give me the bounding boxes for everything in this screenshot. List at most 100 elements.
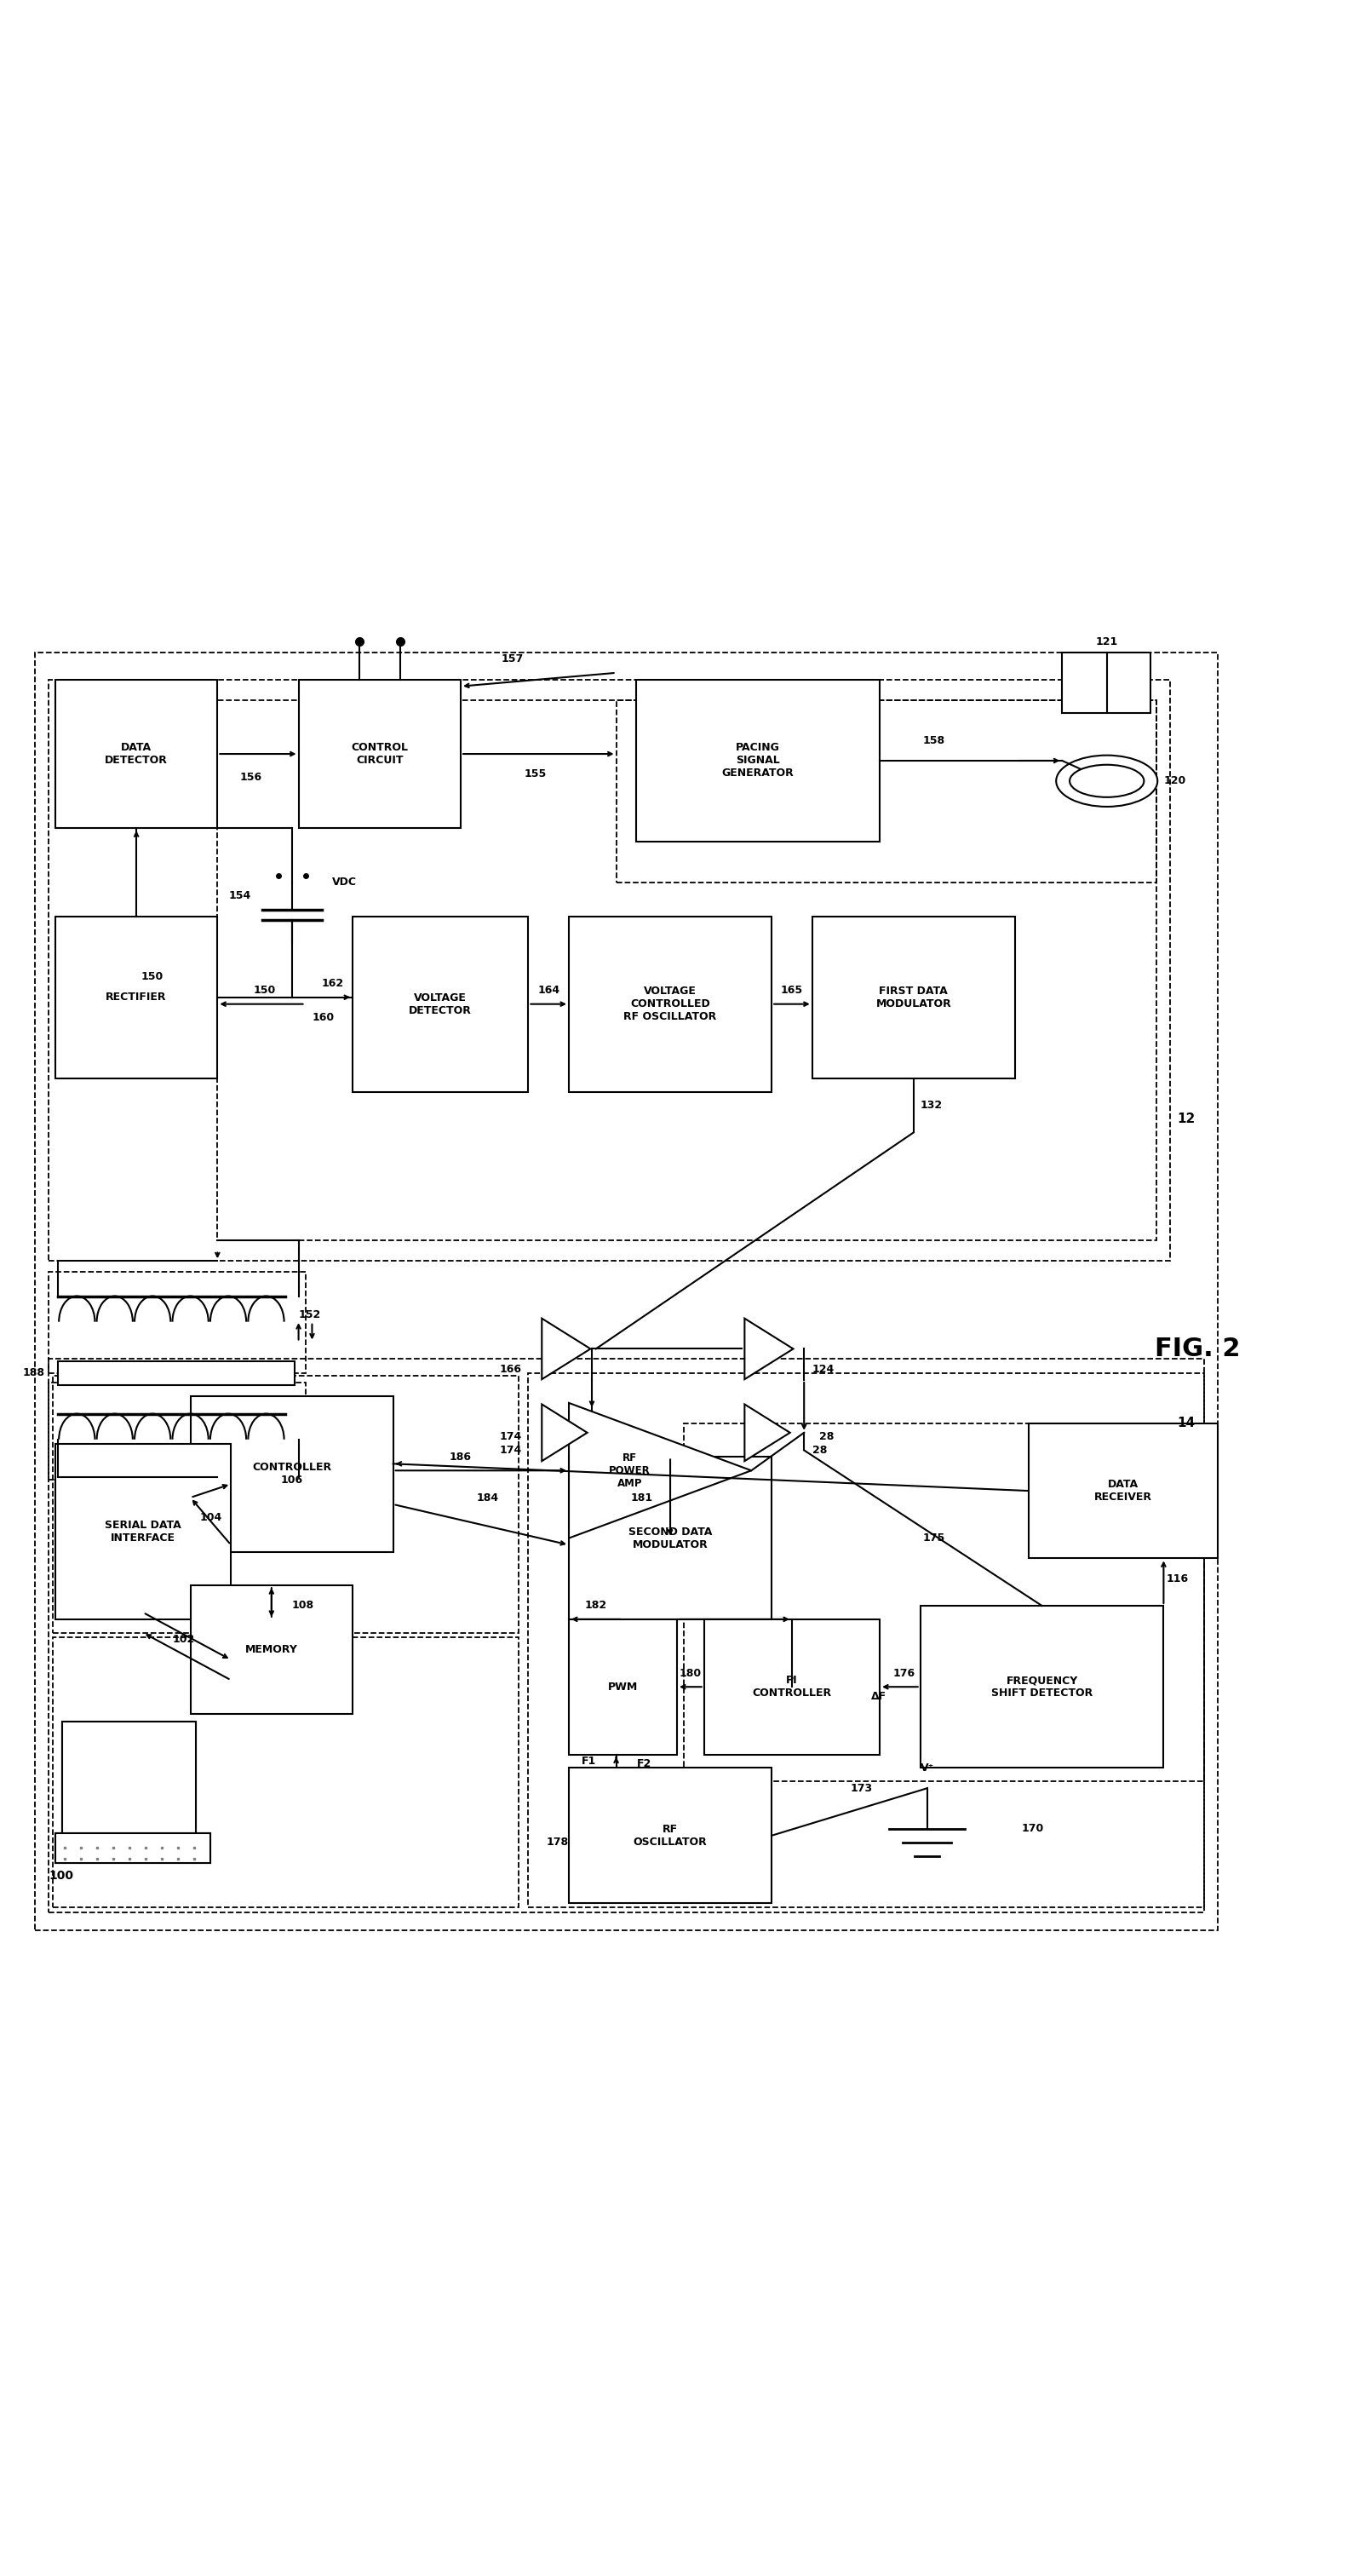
Text: 186: 186 [450, 1450, 471, 1463]
Text: 132: 132 [921, 1100, 942, 1110]
Text: 28: 28 [819, 1432, 834, 1443]
Text: RF
POWER
AMP: RF POWER AMP [609, 1453, 650, 1489]
Text: 120: 120 [1163, 775, 1186, 786]
Bar [921, 1605, 1163, 1767]
Bar [636, 680, 880, 842]
Text: PI
CONTROLLER: PI CONTROLLER [753, 1674, 831, 1698]
Bar [191, 1584, 352, 1713]
Text: DATA
RECEIVER: DATA RECEIVER [1094, 1479, 1152, 1502]
Text: PWM: PWM [608, 1682, 638, 1692]
Bar [1063, 652, 1150, 714]
Bar [298, 680, 460, 829]
Text: 150: 150 [141, 971, 164, 981]
Bar [191, 1396, 393, 1551]
Text: 160: 160 [311, 1012, 334, 1023]
Text: 150: 150 [253, 984, 276, 997]
Text: 188: 188 [22, 1368, 45, 1378]
Text: VDC: VDC [332, 876, 357, 889]
Bar [49, 1383, 305, 1481]
Text: VOLTAGE
DETECTOR: VOLTAGE DETECTOR [409, 992, 473, 1015]
Bar [569, 917, 772, 1092]
Text: 108: 108 [291, 1600, 314, 1610]
Text: CONTROL
CIRCUIT: CONTROL CIRCUIT [351, 742, 408, 765]
Text: 165: 165 [781, 984, 803, 997]
Text: DATA
DETECTOR: DATA DETECTOR [104, 742, 168, 765]
Bar [49, 1273, 305, 1373]
Bar [218, 701, 1156, 1242]
Ellipse shape [1070, 765, 1144, 796]
Text: 104: 104 [199, 1512, 222, 1522]
Bar [56, 1443, 232, 1620]
Bar [35, 652, 1217, 1929]
Polygon shape [542, 1319, 590, 1378]
Bar [569, 1620, 677, 1754]
Ellipse shape [1056, 755, 1158, 806]
Text: F1: F1 [581, 1757, 596, 1767]
Bar [616, 701, 1156, 884]
Text: 158: 158 [922, 734, 945, 747]
Text: 166: 166 [500, 1363, 521, 1376]
Text: FIG. 2: FIG. 2 [1155, 1337, 1240, 1360]
Text: 164: 164 [538, 984, 559, 997]
Text: 116: 116 [1166, 1574, 1189, 1584]
Text: 178: 178 [547, 1837, 569, 1847]
Text: 162: 162 [321, 979, 344, 989]
Text: ΔF: ΔF [871, 1690, 887, 1703]
Bar [569, 1458, 772, 1620]
Bar [49, 680, 1170, 1262]
Text: CONTROLLER
106: CONTROLLER 106 [252, 1463, 332, 1486]
Bar [352, 917, 528, 1092]
Bar [56, 1834, 211, 1862]
Text: 14: 14 [1177, 1417, 1196, 1430]
Text: 121: 121 [1095, 636, 1118, 647]
Bar [704, 1620, 880, 1754]
Bar [56, 1834, 211, 1862]
Text: 156: 156 [240, 770, 263, 783]
Text: 175: 175 [922, 1533, 945, 1543]
Text: 12: 12 [1177, 1113, 1196, 1126]
Bar [684, 1422, 1204, 1783]
Text: V⁺: V⁺ [921, 1762, 934, 1772]
Text: 176: 176 [892, 1667, 915, 1680]
Text: 102: 102 [172, 1633, 195, 1646]
Text: 28: 28 [812, 1445, 827, 1455]
Bar [812, 917, 1016, 1079]
Text: 154: 154 [229, 891, 252, 902]
Bar [56, 680, 218, 829]
Polygon shape [745, 1319, 793, 1378]
Text: FIRST DATA
MODULATOR: FIRST DATA MODULATOR [876, 987, 952, 1010]
Text: 182: 182 [585, 1600, 607, 1610]
Text: 170: 170 [1022, 1824, 1044, 1834]
Text: PACING
SIGNAL
GENERATOR: PACING SIGNAL GENERATOR [722, 742, 795, 778]
Bar [62, 1721, 196, 1837]
Text: 174: 174 [500, 1445, 521, 1455]
Bar [528, 1373, 1204, 1906]
Bar [1029, 1422, 1217, 1558]
Text: 180: 180 [680, 1667, 701, 1680]
Text: 157: 157 [501, 654, 524, 665]
Bar [62, 1721, 196, 1837]
Bar [58, 1360, 294, 1386]
Text: F2: F2 [636, 1759, 651, 1770]
Polygon shape [542, 1404, 588, 1461]
Text: 100: 100 [49, 1870, 73, 1883]
Text: 173: 173 [850, 1783, 873, 1793]
Bar [53, 1636, 519, 1906]
Text: SERIAL DATA
INTERFACE: SERIAL DATA INTERFACE [104, 1520, 181, 1543]
Text: 124: 124 [812, 1363, 834, 1376]
Bar [49, 1358, 1204, 1911]
Polygon shape [569, 1404, 751, 1538]
Bar [53, 1376, 519, 1633]
Text: 152: 152 [298, 1309, 321, 1321]
Text: SECOND DATA
MODULATOR: SECOND DATA MODULATOR [628, 1525, 712, 1551]
Text: 181: 181 [631, 1492, 653, 1504]
Text: FREQUENCY
SHIFT DETECTOR: FREQUENCY SHIFT DETECTOR [991, 1674, 1093, 1698]
Text: MEMORY: MEMORY [245, 1643, 298, 1656]
Polygon shape [745, 1404, 789, 1461]
Text: VOLTAGE
CONTROLLED
RF OSCILLATOR: VOLTAGE CONTROLLED RF OSCILLATOR [624, 987, 716, 1023]
Bar [56, 917, 218, 1079]
Bar [569, 1767, 772, 1904]
Text: 155: 155 [524, 768, 546, 781]
Text: 184: 184 [477, 1492, 498, 1504]
Text: 174: 174 [500, 1432, 521, 1443]
